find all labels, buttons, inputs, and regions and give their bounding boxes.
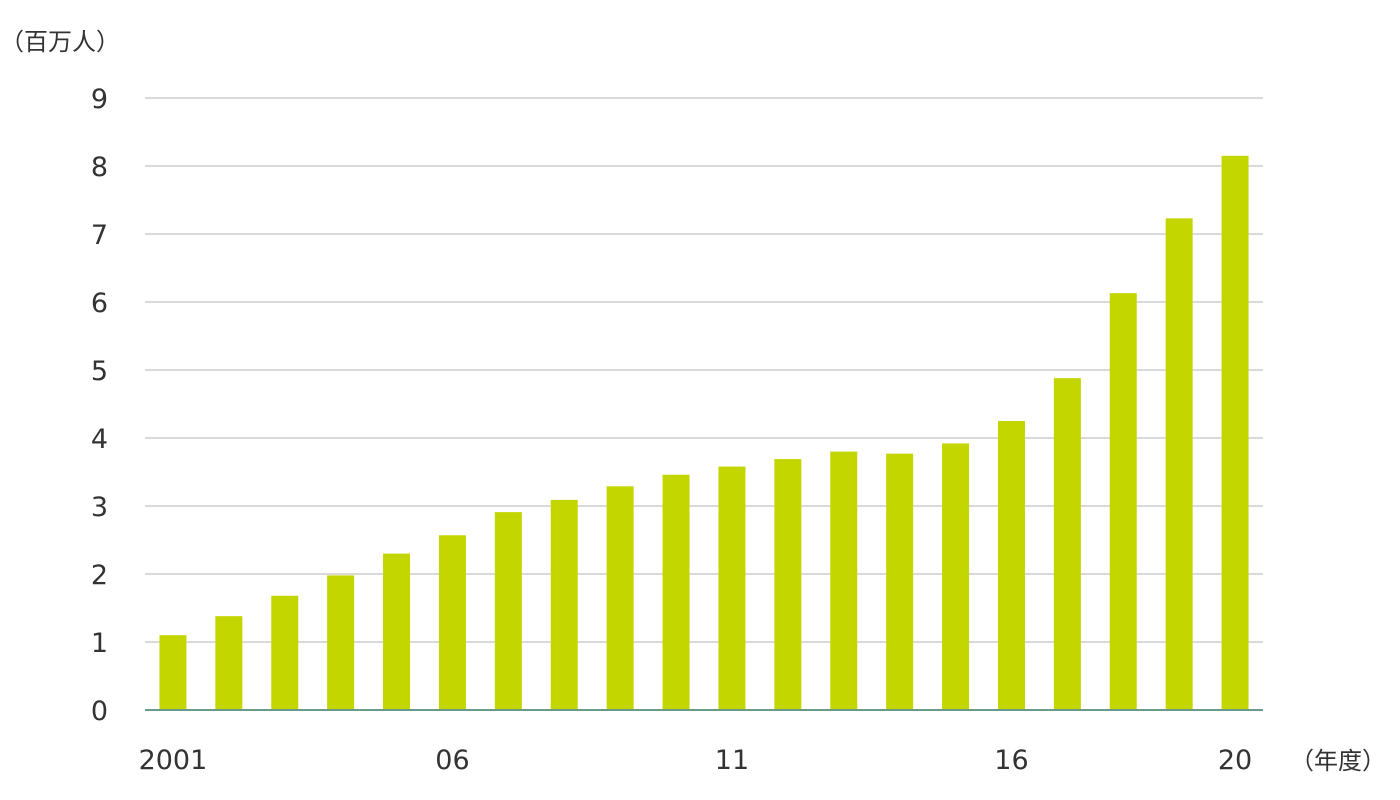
y-tick-label: 5 bbox=[91, 356, 108, 387]
bar-15 bbox=[942, 443, 970, 710]
bar-10 bbox=[662, 474, 690, 710]
bar-17 bbox=[1053, 378, 1081, 710]
bar-03 bbox=[271, 595, 299, 710]
y-tick-label: 7 bbox=[91, 220, 108, 251]
x-tick-labels: 2001 06 11 16 20 bbox=[139, 745, 1253, 776]
y-tick-label: 4 bbox=[91, 424, 108, 455]
bars bbox=[159, 155, 1249, 711]
bar-19 bbox=[1165, 218, 1193, 711]
x-tick-label: 06 bbox=[435, 745, 469, 776]
gridlines bbox=[145, 97, 1263, 643]
bar-05 bbox=[383, 553, 411, 710]
bar-09 bbox=[606, 486, 634, 710]
bar-18 bbox=[1109, 293, 1137, 710]
x-tick-label: 20 bbox=[1218, 745, 1252, 776]
bar-14 bbox=[886, 453, 914, 710]
x-unit-label: （年度） bbox=[1290, 747, 1386, 775]
y-tick-label: 0 bbox=[91, 696, 108, 727]
y-tick-label: 9 bbox=[91, 84, 108, 115]
y-tick-label: 8 bbox=[91, 152, 108, 183]
y-unit-label: （百万人） bbox=[0, 28, 120, 56]
x-tick-label: 11 bbox=[715, 745, 749, 776]
bar-06 bbox=[438, 535, 466, 710]
bar-20 bbox=[1221, 155, 1249, 711]
y-tick-labels: 0 1 2 3 4 5 6 7 8 9 bbox=[91, 84, 108, 727]
bar-2001 bbox=[159, 635, 187, 710]
y-tick-label: 1 bbox=[91, 628, 108, 659]
bar-12 bbox=[774, 459, 802, 710]
bar-16 bbox=[997, 421, 1025, 710]
bar-08 bbox=[550, 499, 578, 710]
y-tick-label: 6 bbox=[91, 288, 108, 319]
bar-04 bbox=[327, 575, 355, 710]
bar-02 bbox=[215, 616, 243, 710]
x-tick-label: 2001 bbox=[139, 745, 208, 776]
bar-11 bbox=[718, 466, 746, 710]
y-tick-label: 2 bbox=[91, 560, 108, 591]
x-tick-label: 16 bbox=[994, 745, 1028, 776]
bar-07 bbox=[494, 512, 522, 710]
y-tick-label: 3 bbox=[91, 492, 108, 523]
bar-13 bbox=[830, 451, 858, 710]
